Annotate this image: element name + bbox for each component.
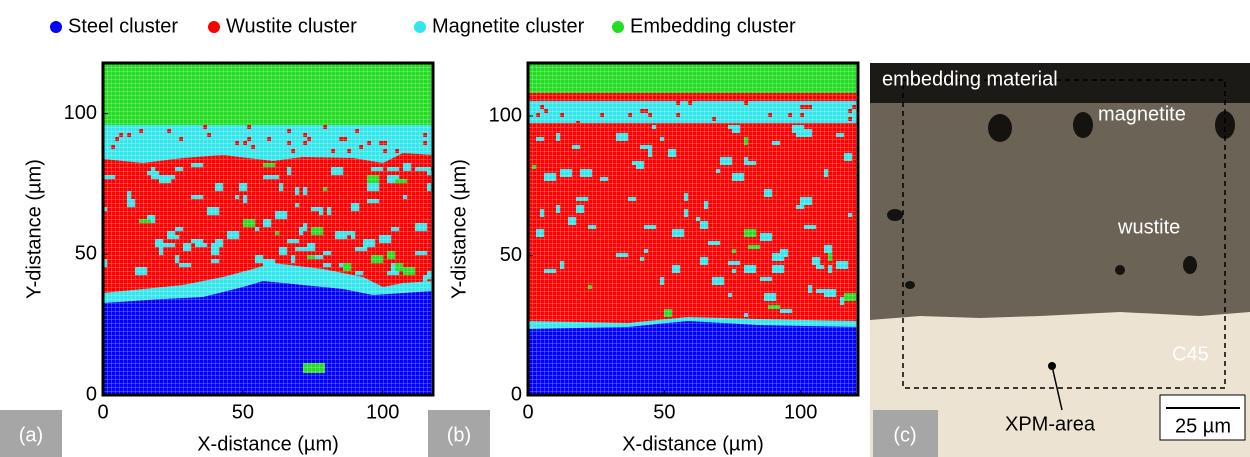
x-tick-label: 0 — [97, 401, 108, 423]
x-tick-label: 100 — [366, 401, 399, 423]
panel-label-box — [428, 410, 490, 457]
photo-label: C45 — [1172, 343, 1209, 365]
x-tick-label: 50 — [232, 401, 254, 423]
y-tick-label: 100 — [489, 104, 522, 126]
x-axis-label: X-distance (µm) — [622, 433, 764, 455]
photo-label: embedding material — [882, 68, 1058, 90]
scale-bar-label: 25 µm — [1175, 415, 1231, 437]
legend-label: Embedding cluster — [630, 15, 796, 37]
legend-label: Magnetite cluster — [432, 15, 585, 37]
y-tick-label: 50 — [500, 244, 522, 266]
y-axis-label: Y-distance (µm) — [23, 159, 45, 299]
legend-marker — [414, 21, 426, 33]
legend-label: Wustite cluster — [226, 15, 357, 37]
panel-label: (c) — [893, 424, 916, 446]
legend-marker — [612, 21, 624, 33]
legend-label: Steel cluster — [68, 15, 178, 37]
y-tick-label: 0 — [86, 383, 97, 405]
x-tick-label: 0 — [522, 401, 533, 423]
cluster-map-a — [103, 63, 433, 395]
photo-label: wustite — [1117, 216, 1180, 238]
x-tick-label: 100 — [784, 401, 817, 423]
panel-label: (b) — [447, 424, 471, 446]
y-tick-label: 0 — [511, 383, 522, 405]
cluster-map-b — [528, 63, 858, 395]
photo-label: XPM-area — [1005, 413, 1096, 435]
y-tick-label: 100 — [64, 102, 97, 124]
micrograph — [870, 63, 1250, 457]
legend-marker — [50, 21, 62, 33]
panel-label-box — [0, 410, 62, 457]
plot-frame — [526, 61, 860, 397]
photo-label: magnetite — [1098, 103, 1186, 125]
panel-label-box — [873, 410, 938, 457]
legend-marker — [208, 21, 220, 33]
plot-frame — [101, 61, 435, 397]
panel-label: (a) — [19, 424, 43, 446]
y-axis-label: Y-distance (µm) — [448, 159, 470, 299]
y-tick-label: 50 — [75, 243, 97, 265]
x-tick-label: 50 — [653, 401, 675, 423]
x-axis-label: X-distance (µm) — [197, 433, 339, 455]
legend: Steel cluster Wustite cluster Magnetite cl… — [50, 15, 796, 37]
